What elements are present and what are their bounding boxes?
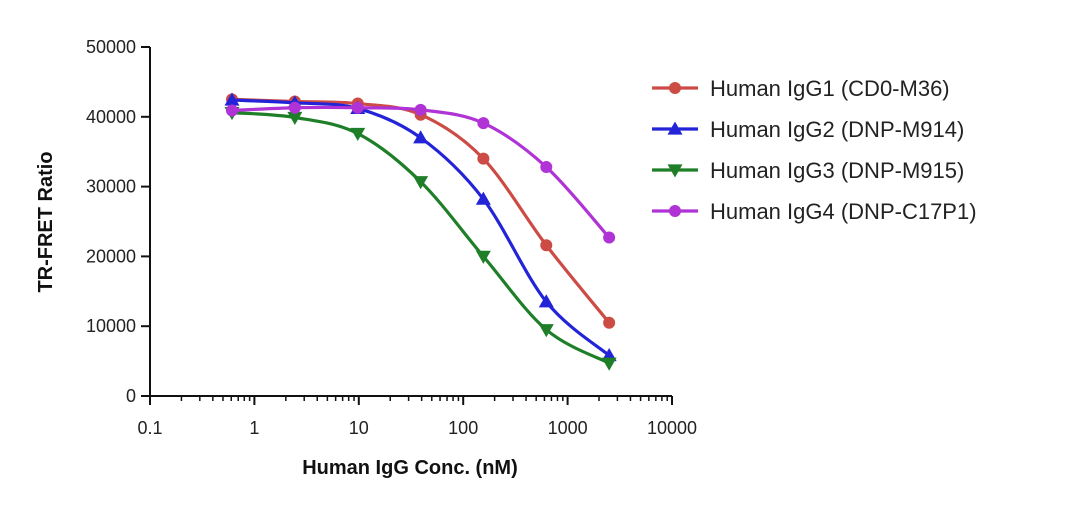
data-point — [475, 250, 491, 264]
data-point — [414, 103, 427, 116]
data-point — [601, 357, 617, 371]
x-tick-label: 10000 — [647, 418, 697, 438]
series-1 — [225, 93, 616, 329]
legend-item: Human IgG1 (CD0-M36) — [652, 76, 950, 101]
data-point — [287, 111, 303, 125]
x-tick-label: 100 — [448, 418, 478, 438]
data-point — [603, 316, 616, 329]
data-point — [225, 104, 238, 117]
legend-item: Human IgG3 (DNP-M915) — [652, 158, 964, 183]
y-axis-title: TR-FRET Ratio — [35, 151, 57, 292]
legend-marker — [667, 121, 683, 135]
legend-marker — [669, 82, 681, 94]
x-tick-label: 0.1 — [137, 418, 162, 438]
data-point — [350, 127, 366, 142]
x-tick-label: 1000 — [548, 418, 588, 438]
data-point — [224, 92, 240, 106]
y-tick-label: 30000 — [86, 177, 136, 197]
data-point — [538, 324, 554, 338]
y-tick-label: 0 — [126, 386, 136, 406]
x-tick-label: 1 — [249, 418, 259, 438]
series-2 — [224, 92, 617, 362]
data-point — [538, 294, 554, 308]
data-point — [477, 152, 490, 165]
data-point — [477, 117, 490, 130]
y-tick-label: 20000 — [86, 246, 136, 266]
data-point — [413, 130, 429, 144]
plot-area — [224, 92, 617, 371]
data-point — [288, 101, 301, 114]
data-point — [540, 239, 553, 252]
y-tick-label: 50000 — [86, 37, 136, 57]
legend: Human IgG1 (CD0-M36) Human IgG2 (DNP-M914… — [652, 76, 977, 224]
series-4 — [225, 101, 616, 244]
legend-item: Human IgG2 (DNP-M914) — [652, 117, 964, 142]
y-tick-label: 40000 — [86, 107, 136, 127]
legend-label: Human IgG4 (DNP-C17P1) — [710, 199, 977, 224]
axes: 0 10000 20000 30000 40000 50000 0.1 1 10 100 1000 1… — [86, 37, 697, 438]
data-point — [413, 176, 429, 190]
legend-label: Human IgG1 (CD0-M36) — [710, 76, 950, 101]
legend-label: Human IgG2 (DNP-M914) — [710, 117, 964, 142]
data-point — [603, 231, 616, 244]
legend-item: Human IgG4 (DNP-C17P1) — [652, 199, 977, 224]
legend-label: Human IgG3 (DNP-M915) — [710, 158, 964, 183]
data-point — [351, 101, 364, 114]
y-tick-label: 10000 — [86, 316, 136, 336]
x-axis-title: Human IgG Conc. (nM) — [302, 457, 518, 479]
data-point — [475, 191, 491, 205]
legend-marker — [667, 164, 683, 178]
data-point — [540, 161, 553, 174]
x-tick-label: 10 — [349, 418, 369, 438]
series-3 — [224, 106, 617, 371]
legend-marker — [669, 205, 681, 217]
series-line — [230, 105, 611, 240]
